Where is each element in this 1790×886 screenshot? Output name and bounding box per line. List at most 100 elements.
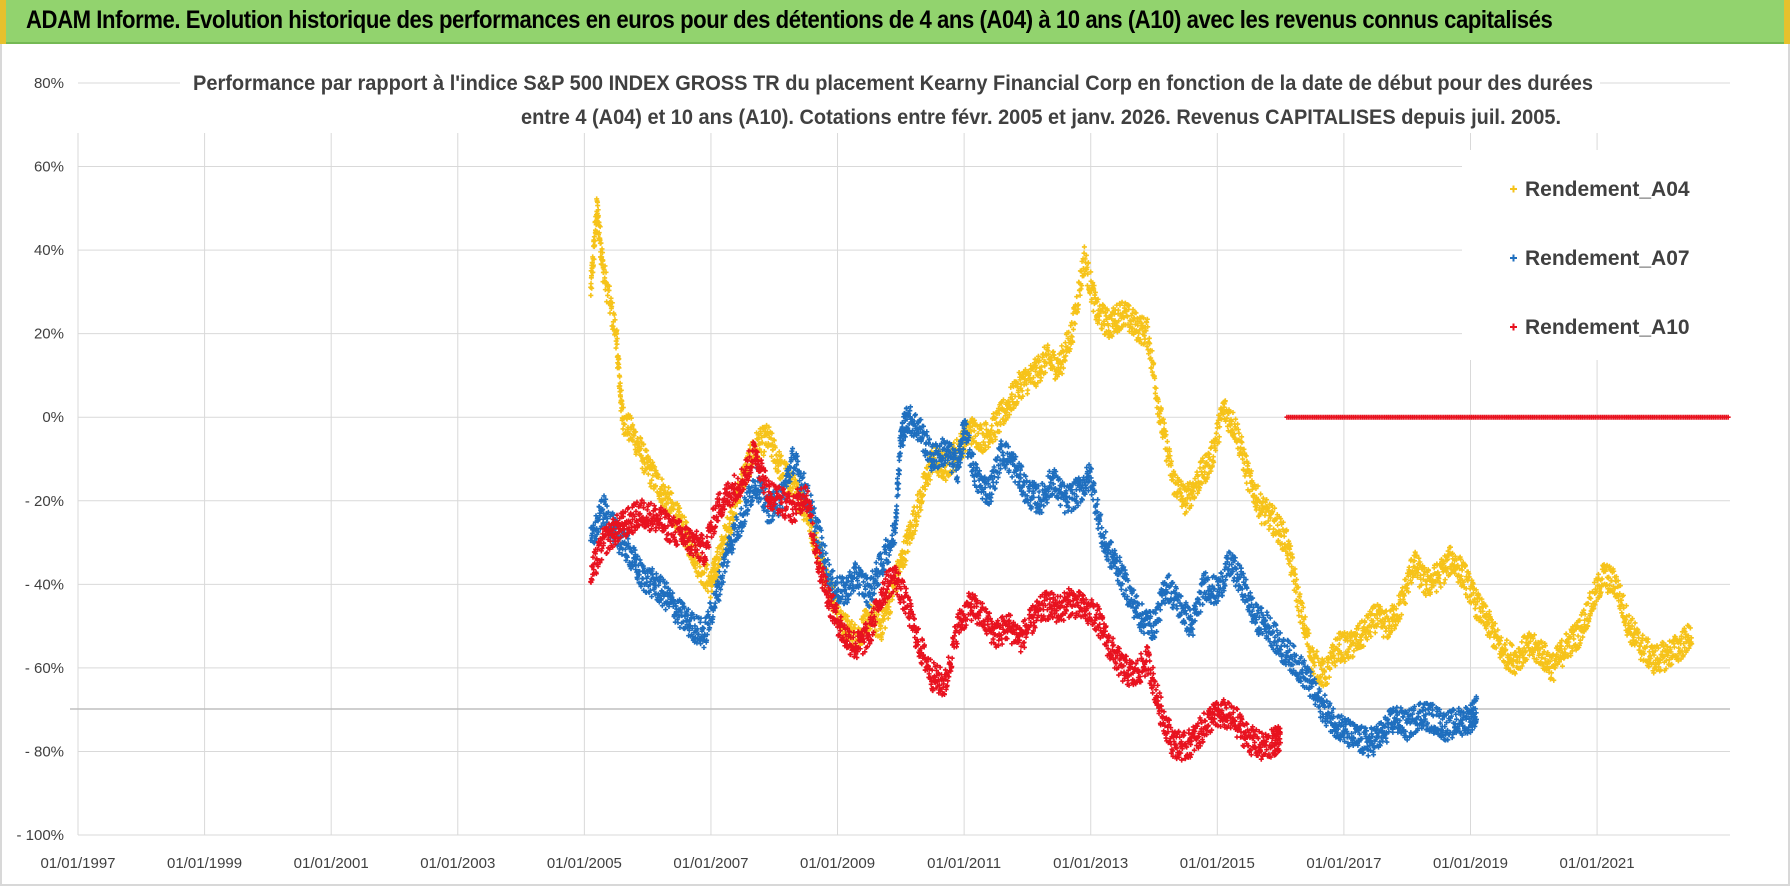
data-point (614, 327, 620, 333)
data-point (633, 429, 639, 435)
data-point (808, 492, 814, 498)
data-point (617, 380, 623, 386)
data-point (924, 465, 930, 471)
data-point (1090, 308, 1096, 314)
data-point (759, 439, 765, 445)
data-point (838, 608, 844, 614)
data-point (666, 485, 672, 491)
data-point (922, 486, 928, 492)
data-point (589, 273, 595, 279)
data-point (608, 295, 614, 301)
data-point (1090, 497, 1096, 503)
data-point (625, 424, 631, 430)
data-point (1025, 387, 1031, 393)
data-point (659, 476, 665, 482)
data-point (655, 474, 661, 480)
data-point (885, 615, 891, 621)
data-point (902, 562, 908, 568)
data-point (701, 570, 707, 576)
series-Rendement_A07 (588, 404, 1480, 759)
data-point (692, 565, 698, 571)
data-point (647, 457, 653, 463)
data-point (993, 479, 999, 485)
data-point (886, 604, 892, 610)
data-point (882, 625, 888, 631)
data-point (914, 518, 920, 524)
data-point (834, 575, 840, 581)
data-point (859, 616, 865, 622)
data-point (622, 421, 628, 427)
data-point (873, 560, 879, 566)
data-point (1089, 492, 1095, 498)
data-point (1142, 336, 1148, 342)
data-point (995, 474, 1001, 480)
data-point (600, 257, 606, 263)
data-point (628, 415, 634, 421)
data-point (926, 473, 932, 479)
data-point (819, 535, 825, 541)
data-point (650, 472, 656, 478)
data-point (647, 480, 653, 486)
data-point (630, 438, 636, 444)
data-point (905, 549, 911, 555)
data-point (681, 514, 687, 520)
data-point (588, 281, 594, 287)
data-point (592, 243, 598, 249)
data-point (677, 624, 683, 630)
data-point (596, 230, 602, 236)
data-point (669, 490, 675, 496)
series-Rendement_A04 (588, 196, 1695, 689)
data-point (649, 477, 655, 483)
data-point (1244, 480, 1250, 486)
data-point (602, 275, 608, 281)
data-point (603, 269, 609, 275)
data-point (616, 356, 622, 362)
data-point (879, 636, 885, 642)
data-point (971, 428, 977, 434)
data-point (1640, 632, 1646, 638)
data-point (771, 438, 777, 444)
data-point (927, 477, 933, 483)
data-point (620, 405, 626, 411)
data-point (1519, 639, 1525, 645)
data-point (895, 486, 901, 492)
header-banner: ADAM Informe. Evolution historique des p… (0, 0, 1790, 44)
data-point (1210, 454, 1216, 460)
data-point (772, 445, 778, 451)
data-point (613, 338, 619, 344)
data-point (692, 558, 698, 564)
data-point (903, 538, 909, 544)
data-point (759, 434, 765, 440)
data-point (638, 453, 644, 459)
data-point (907, 540, 913, 546)
data-point (920, 492, 926, 498)
header-corner-right (1784, 0, 1790, 44)
data-point (590, 262, 596, 268)
data-point (1563, 631, 1569, 637)
data-point (1057, 502, 1063, 508)
data-point (912, 528, 918, 534)
data-point (645, 471, 651, 477)
data-point (1041, 503, 1047, 509)
data-point (614, 336, 620, 342)
data-point (1406, 564, 1412, 570)
data-point (714, 554, 720, 560)
data-point (595, 213, 601, 219)
data-point (611, 312, 617, 318)
data-point (1095, 497, 1101, 503)
data-point (852, 622, 858, 628)
data-point (989, 423, 995, 429)
data-point (703, 585, 709, 591)
data-point (1372, 630, 1378, 636)
data-point (644, 448, 650, 454)
data-point (588, 292, 594, 298)
data-point (903, 558, 909, 564)
data-point (1336, 641, 1342, 647)
data-point (874, 628, 880, 634)
data-point (641, 441, 647, 447)
data-point (618, 387, 624, 393)
data-point (664, 495, 670, 501)
data-point (677, 505, 683, 511)
data-point (901, 539, 907, 545)
